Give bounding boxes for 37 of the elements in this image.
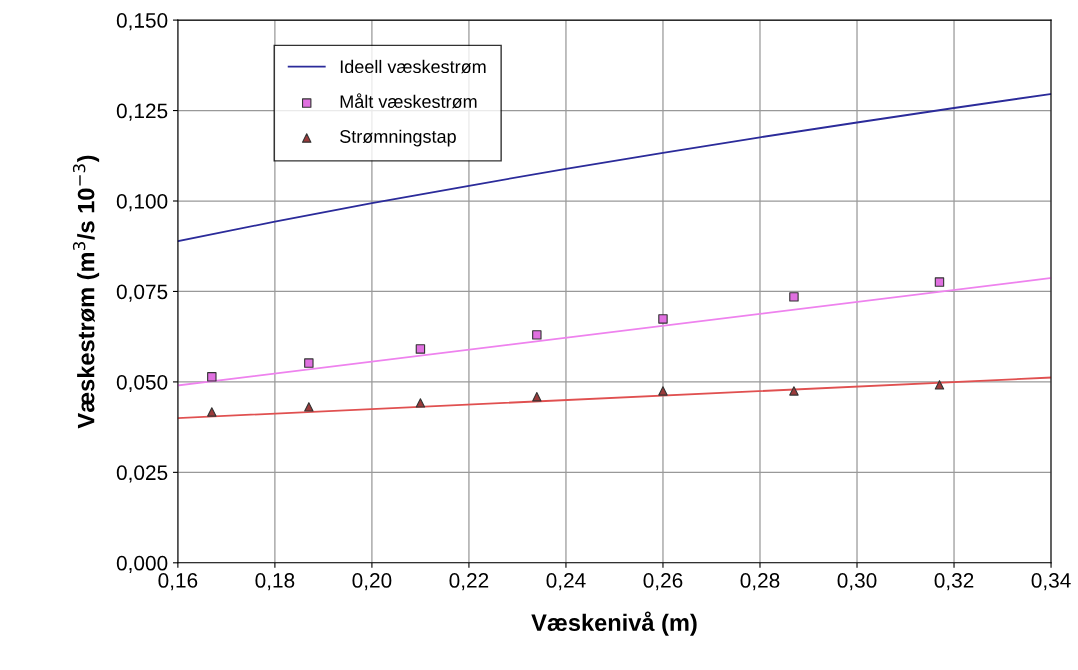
point [207, 407, 217, 417]
point [934, 277, 945, 287]
y-axis-title: Væskestrøm (m$^{3}$/s 10$^{−3}$) [72, 155, 100, 429]
y-tick-label: 0,000 [116, 555, 168, 574]
point [789, 386, 799, 396]
x-tick-label: 0,24 [546, 573, 586, 591]
point [789, 292, 799, 302]
legend-label: Målt væskestrøm [340, 93, 477, 109]
y-tick-label: 0,125 [116, 103, 168, 121]
point [207, 372, 217, 382]
x-tick-label: 0,32 [934, 573, 974, 591]
x-tick-label: 0,22 [449, 573, 489, 591]
x-axis-title: Væskenivå (m) [531, 611, 697, 636]
y-tick-label: 0,025 [116, 465, 168, 483]
y-tick-label: 0,050 [116, 374, 168, 393]
line-series [177, 93, 1052, 243]
point [658, 314, 668, 324]
point [304, 402, 314, 412]
point [934, 380, 945, 390]
y-tick-label: 0,150 [116, 13, 168, 31]
x-tick-label: 0,20 [352, 573, 392, 591]
point [658, 386, 668, 396]
x-tick-label: 0,30 [837, 573, 877, 591]
y-tick-label: 0,100 [116, 194, 168, 212]
point [304, 358, 314, 368]
y-tick-label: 0,075 [116, 284, 168, 302]
point [532, 392, 542, 402]
point [415, 344, 426, 354]
point [532, 330, 542, 340]
x-tick-label: 0,16 [158, 573, 198, 591]
point [415, 398, 426, 408]
x-tick-label: 0,18 [255, 573, 295, 591]
x-tick-label: 0,28 [740, 573, 780, 591]
x-tick-label: 0,26 [643, 573, 683, 591]
legend-label: Ideell væskestrøm [340, 59, 486, 74]
x-tick-label: 0,34 [1031, 573, 1071, 591]
legend-label: Strømningstap [340, 129, 456, 147]
